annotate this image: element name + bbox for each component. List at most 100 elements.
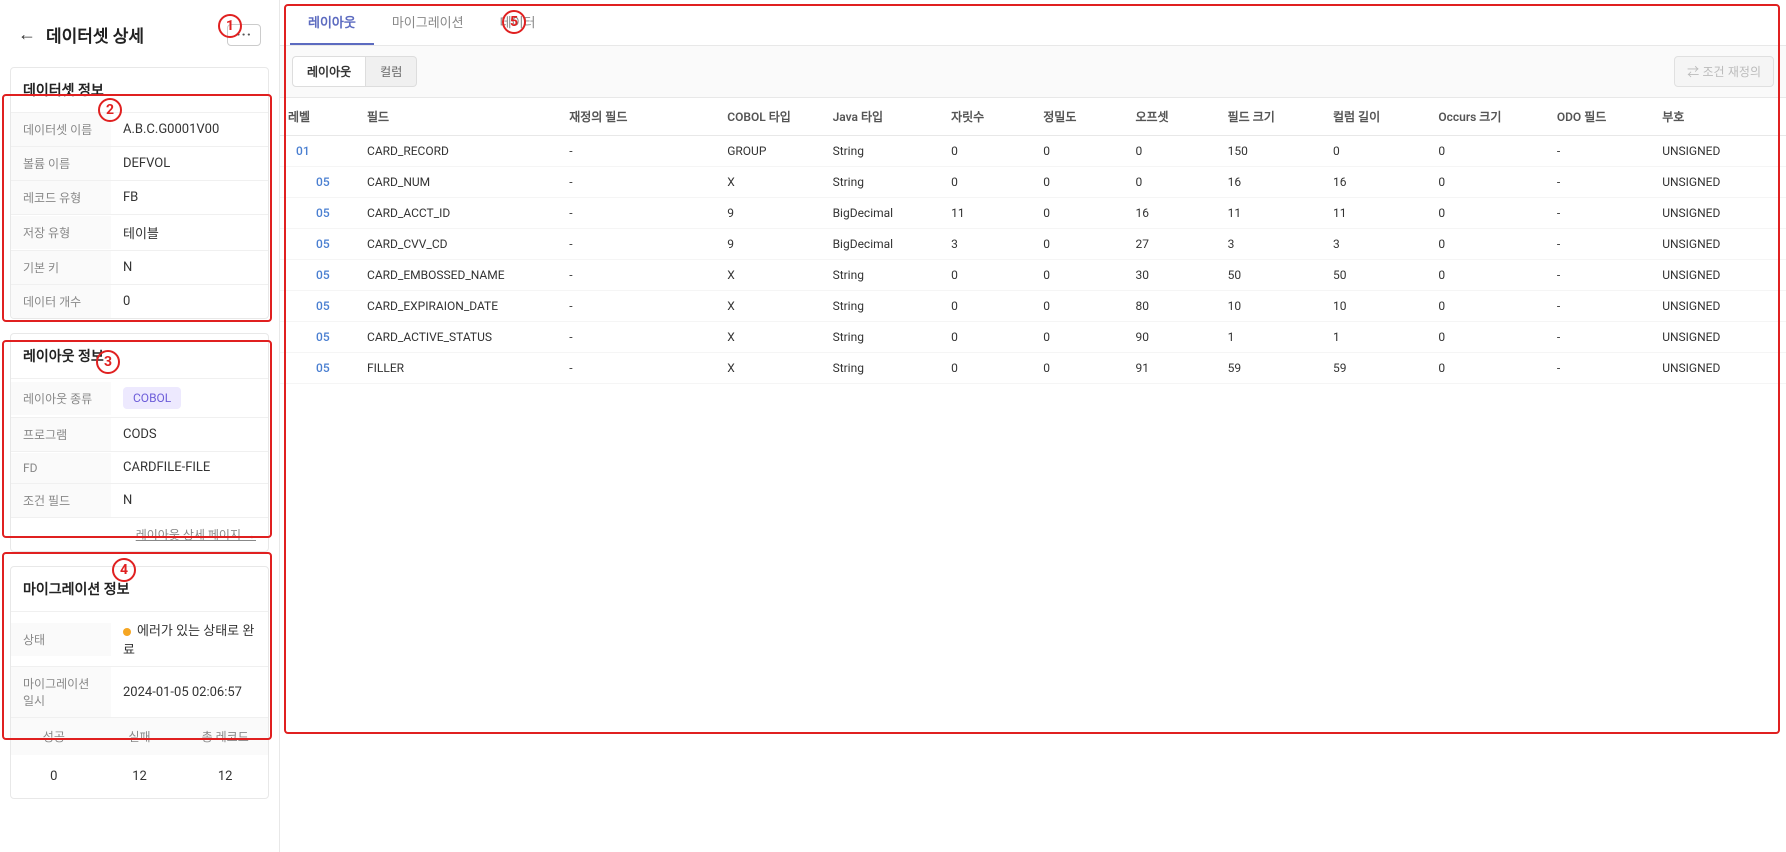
table-cell: 0 — [1430, 136, 1549, 167]
stats-success-value: 0 — [11, 755, 97, 798]
table-row[interactable]: 05CARD_EXPIRAION_DATE-XString008010100-U… — [280, 291, 1786, 322]
info-row: 저장 유형테이블 — [11, 214, 268, 250]
table-cell: 91 — [1127, 353, 1219, 384]
back-arrow-icon[interactable]: ← — [18, 24, 36, 45]
info-row: 데이터 개수0 — [11, 284, 268, 318]
info-value: COBOL — [111, 379, 268, 417]
table-cell: 1 — [1325, 322, 1430, 353]
table-row[interactable]: 05CARD_ACCT_ID-9BigDecimal1101611110-UNS… — [280, 198, 1786, 229]
table-cell: 10 — [1220, 291, 1325, 322]
table-cell: 0 — [1430, 322, 1549, 353]
table-cell: 0 — [1035, 229, 1127, 260]
table-cell: 16 — [1127, 198, 1219, 229]
table-cell: - — [1549, 229, 1654, 260]
table-cell: BigDecimal — [825, 229, 944, 260]
table-row[interactable]: 05FILLER-XString009159590-UNSIGNED — [280, 353, 1786, 384]
table-cell: UNSIGNED — [1654, 167, 1786, 198]
info-row: 조건 필드N — [11, 483, 268, 517]
info-row: 볼륨 이름DEFVOL — [11, 146, 268, 180]
table-row[interactable]: 05CARD_CVV_CD-9BigDecimal3027330-UNSIGNE… — [280, 229, 1786, 260]
info-label: 레이아웃 종류 — [11, 382, 111, 415]
table-row[interactable]: 01CARD_RECORD-GROUPString00015000-UNSIGN… — [280, 136, 1786, 167]
table-cell: 05 — [280, 260, 359, 291]
table-cell: 90 — [1127, 322, 1219, 353]
info-value: N — [111, 485, 268, 516]
table-cell: 0 — [1430, 167, 1549, 198]
sub-header: 레이아웃컬럼 ⇄ 조건 재정의 — [280, 46, 1786, 98]
table-cell: 80 — [1127, 291, 1219, 322]
stats-row: 0 12 12 — [11, 755, 268, 798]
table-cell: X — [719, 167, 824, 198]
info-row: 레이아웃 종류 COBOL — [11, 378, 268, 417]
table-cell: 0 — [1035, 260, 1127, 291]
migration-info-card: 마이그레이션 정보 상태 에러가 있는 상태로 완료 마이그레이션 일시 202… — [10, 566, 269, 799]
table-cell: - — [1549, 291, 1654, 322]
table-header: 정밀도 — [1035, 98, 1127, 136]
table-cell: 10 — [1325, 291, 1430, 322]
table-cell: UNSIGNED — [1654, 322, 1786, 353]
table-cell: CARD_ACTIVE_STATUS — [359, 322, 561, 353]
info-row: 프로그램CODS — [11, 417, 268, 451]
table-header: Java 타입 — [825, 98, 944, 136]
info-label: 조건 필드 — [11, 484, 111, 517]
layout-info-title: 레이아웃 정보 — [11, 334, 268, 378]
dataset-info-title: 데이터셋 정보 — [11, 68, 268, 112]
sub-tab[interactable]: 레이아웃 — [292, 56, 366, 87]
table-cell: - — [1549, 322, 1654, 353]
info-value: CODS — [111, 419, 268, 450]
table-cell: 05 — [280, 229, 359, 260]
table-cell: 150 — [1220, 136, 1325, 167]
layout-detail-link[interactable]: 레이아웃 상세 페이지 → — [11, 517, 268, 551]
table-cell: CARD_NUM — [359, 167, 561, 198]
table-cell: 0 — [1430, 229, 1549, 260]
table-header: COBOL 타입 — [719, 98, 824, 136]
table-cell: 59 — [1325, 353, 1430, 384]
table-cell: 59 — [1220, 353, 1325, 384]
table-cell: 05 — [280, 322, 359, 353]
info-label: 데이터 개수 — [11, 285, 111, 318]
table-row[interactable]: 05CARD_NUM-XString00016160-UNSIGNED — [280, 167, 1786, 198]
annotation-2: 2 — [98, 98, 122, 122]
table-cell: 0 — [1035, 353, 1127, 384]
info-row: 마이그레이션 일시 2024-01-05 02:06:57 — [11, 666, 268, 717]
annotation-3: 3 — [96, 350, 120, 374]
sub-tabs: 레이아웃컬럼 — [292, 56, 417, 87]
table-header: 부호 — [1654, 98, 1786, 136]
main-tab[interactable]: 마이그레이션 — [374, 0, 482, 45]
table-cell: UNSIGNED — [1654, 291, 1786, 322]
table-header: 필드 크기 — [1220, 98, 1325, 136]
table-cell: 3 — [1325, 229, 1430, 260]
annotation-4: 4 — [112, 558, 136, 582]
table-cell: 0 — [943, 167, 1035, 198]
table-cell: - — [561, 229, 719, 260]
main-tab[interactable]: 레이아웃 — [290, 0, 374, 45]
sub-tab[interactable]: 컬럼 — [366, 56, 417, 87]
table-cell: 0 — [1035, 167, 1127, 198]
table-cell: 11 — [1325, 198, 1430, 229]
annotation-1: 1 — [218, 14, 242, 38]
info-label: 레코드 유형 — [11, 181, 111, 214]
table-cell: - — [1549, 353, 1654, 384]
table-cell: 01 — [280, 136, 359, 167]
table-cell: 0 — [943, 260, 1035, 291]
table-cell: String — [825, 291, 944, 322]
table-cell: UNSIGNED — [1654, 353, 1786, 384]
table-cell: 50 — [1220, 260, 1325, 291]
table-header: 자릿수 — [943, 98, 1035, 136]
info-row: 레코드 유형FB — [11, 180, 268, 214]
table-cell: - — [1549, 167, 1654, 198]
redefine-condition-button[interactable]: ⇄ 조건 재정의 — [1674, 56, 1774, 87]
info-label: 상태 — [11, 623, 111, 656]
table-cell: 0 — [1430, 291, 1549, 322]
table-cell: UNSIGNED — [1654, 260, 1786, 291]
table-cell: 0 — [1430, 198, 1549, 229]
info-label: FD — [11, 453, 111, 483]
table-cell: - — [561, 322, 719, 353]
table-cell: 0 — [1035, 136, 1127, 167]
table-header: 오프셋 — [1127, 98, 1219, 136]
table-row[interactable]: 05CARD_ACTIVE_STATUS-XString0090110-UNSI… — [280, 322, 1786, 353]
table-row[interactable]: 05CARD_EMBOSSED_NAME-XString003050500-UN… — [280, 260, 1786, 291]
info-row: FDCARDFILE-FILE — [11, 451, 268, 483]
table-cell: UNSIGNED — [1654, 198, 1786, 229]
table-cell: FILLER — [359, 353, 561, 384]
